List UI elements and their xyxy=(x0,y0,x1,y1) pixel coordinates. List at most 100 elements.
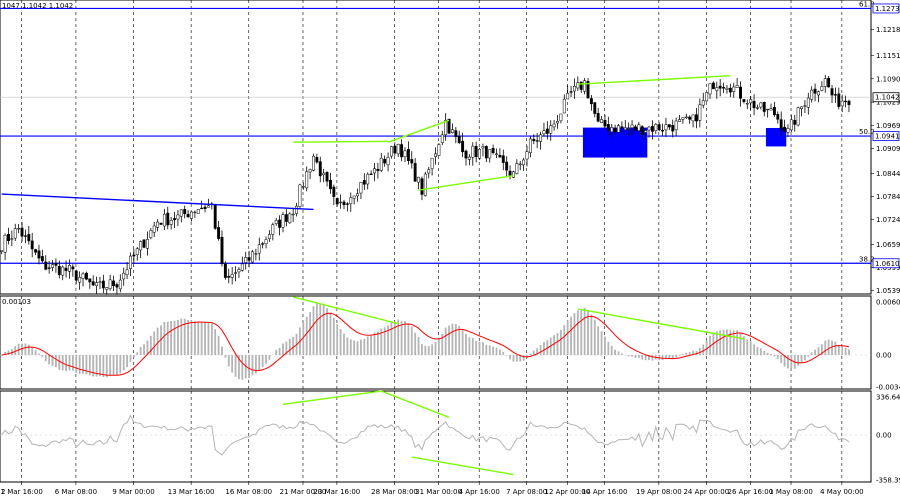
candle-body xyxy=(586,81,590,99)
chart-grid xyxy=(0,0,872,483)
candle-body xyxy=(61,266,65,276)
divergence-line[interactable] xyxy=(577,308,745,340)
macd-bar xyxy=(275,350,278,356)
candle-body xyxy=(162,213,166,227)
candle-body xyxy=(0,250,4,252)
macd-bar xyxy=(732,330,735,356)
candle-body xyxy=(318,161,322,177)
macd-bar xyxy=(102,355,105,378)
level-price-tag xyxy=(872,131,900,141)
candle-body xyxy=(305,171,309,189)
candle-body xyxy=(81,273,85,279)
x-tick-label: 31 Mar 00:00 xyxy=(415,488,462,496)
candle-body xyxy=(508,170,512,176)
candle-body xyxy=(800,106,803,109)
macd-bar xyxy=(536,348,539,356)
trend-line[interactable] xyxy=(387,119,450,143)
cci-pane[interactable] xyxy=(1,390,850,476)
candle-body xyxy=(674,120,678,131)
price-pane[interactable]: 61.8 50.0 38.2 xyxy=(0,0,875,295)
macd-bar xyxy=(27,344,30,356)
macd-bar xyxy=(302,322,305,356)
macd-pane[interactable]: 0.00103 xyxy=(0,296,850,380)
macd-bar xyxy=(759,348,762,356)
candle-body xyxy=(54,262,58,266)
candle-body xyxy=(257,244,261,254)
candle-body xyxy=(101,280,105,289)
pane-frame xyxy=(0,0,872,295)
candle-body xyxy=(423,173,427,196)
candle-body xyxy=(91,281,95,286)
candle-body xyxy=(640,126,644,135)
candle-body xyxy=(573,86,576,92)
macd-bar xyxy=(766,352,769,356)
candle-body xyxy=(515,163,519,174)
macd-bar xyxy=(285,341,288,356)
macd-bar xyxy=(166,321,169,356)
candle-body xyxy=(786,128,790,133)
candle-body xyxy=(603,119,607,127)
macd-bar xyxy=(709,335,711,356)
macd-bar xyxy=(763,351,766,356)
macd-bar xyxy=(65,355,67,372)
macd-bar xyxy=(353,340,356,356)
macd-bar xyxy=(132,355,135,358)
candle-body xyxy=(88,278,92,283)
candle-body xyxy=(806,97,810,108)
candle-body xyxy=(820,86,824,91)
macd-bar xyxy=(387,325,389,356)
macd-bar xyxy=(848,349,850,356)
candle-body xyxy=(437,144,441,156)
candle-body xyxy=(145,239,149,249)
macd-bar xyxy=(231,355,234,373)
candle-body xyxy=(71,266,75,270)
macd-bar xyxy=(251,355,254,376)
candle-body xyxy=(278,219,282,228)
macd-bar xyxy=(661,355,664,361)
trend-line[interactable] xyxy=(1,193,314,211)
macd-bar xyxy=(51,355,54,366)
candle-body xyxy=(227,275,231,278)
macd-bar xyxy=(719,330,722,356)
x-tick-label: 26 Apr 16:00 xyxy=(728,488,774,496)
candle-body xyxy=(525,151,529,160)
macd-bar xyxy=(14,346,17,356)
macd-bar xyxy=(576,310,579,356)
candle-body xyxy=(715,87,719,91)
trend-line[interactable] xyxy=(418,174,514,191)
macd-bar xyxy=(844,347,847,356)
macd-bar xyxy=(92,355,95,377)
macd-bar xyxy=(776,355,779,359)
candle-body xyxy=(264,239,268,245)
trend-line[interactable] xyxy=(577,75,731,85)
candle-body xyxy=(637,124,641,131)
candle-body xyxy=(10,238,14,240)
macd-bar xyxy=(417,337,420,356)
candle-body xyxy=(345,203,349,205)
candle-body xyxy=(312,155,315,171)
divergence-line[interactable] xyxy=(411,456,514,476)
macd-bar xyxy=(31,347,34,356)
trend-line[interactable] xyxy=(293,140,389,143)
divergence-line[interactable] xyxy=(381,390,450,419)
macd-header: 0.00103 xyxy=(2,298,31,306)
macd-bar xyxy=(590,314,593,356)
y-tick-label: 1.0539 xyxy=(876,287,900,295)
candle-body xyxy=(203,206,207,210)
candle-body xyxy=(830,88,834,96)
level-price-tag-text: 1.0941 xyxy=(875,133,900,141)
candle-body xyxy=(27,234,31,242)
macd-bar xyxy=(749,341,752,356)
candle-body xyxy=(206,205,210,208)
candle-body xyxy=(325,172,329,182)
macd-bar xyxy=(390,322,393,356)
x-tick-label: 23 Mar 16:00 xyxy=(314,488,361,496)
candle-body xyxy=(840,100,844,107)
divergence-line[interactable] xyxy=(282,390,382,406)
divergence-line[interactable] xyxy=(292,296,399,325)
candle-body xyxy=(376,168,380,171)
macd-bar xyxy=(265,355,267,364)
macd-bar xyxy=(122,355,125,371)
macd-bar xyxy=(221,346,223,356)
candle-body xyxy=(762,102,766,112)
